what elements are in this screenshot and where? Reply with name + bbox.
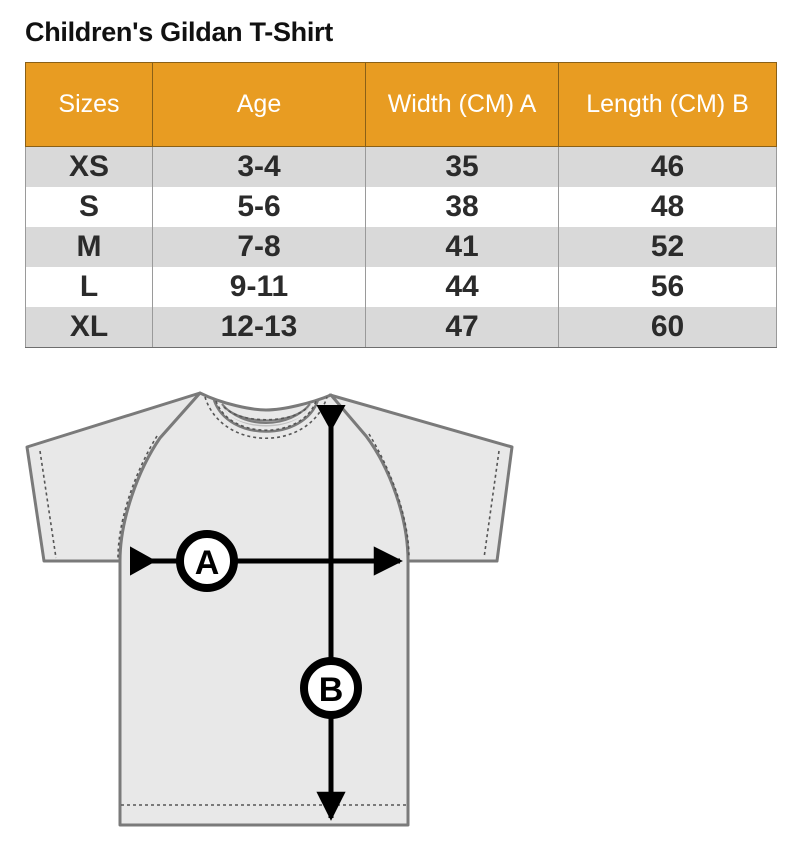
- table-row: L 9-11 44 56: [25, 267, 777, 307]
- length-marker-circle: [300, 657, 362, 719]
- right-sleeve-hem-stitch: [483, 450, 500, 559]
- collar-band: [212, 399, 320, 433]
- width-marker-label: A: [195, 544, 220, 582]
- collar-stitch-outer: [204, 396, 328, 439]
- tshirt-outline: [25, 391, 514, 827]
- table-header-row: Sizes Age Width (CM) A Length (CM) B: [25, 62, 777, 147]
- shirt-body: [118, 391, 410, 827]
- column-header-sizes: Sizes: [25, 62, 153, 147]
- tshirt-diagram: A B: [25, 391, 514, 827]
- table-row: XS 3-4 35 46: [25, 146, 777, 187]
- left-sleeve-hem-stitch: [39, 450, 57, 559]
- table-row: M 7-8 41 52: [25, 227, 777, 267]
- cell-size: M: [25, 227, 153, 267]
- cell-age: 9-11: [152, 267, 366, 307]
- cell-length: 48: [558, 187, 777, 227]
- collar-stitch-inner: [215, 400, 317, 431]
- cell-width: 44: [365, 267, 559, 307]
- length-measurement: B: [300, 405, 362, 821]
- cell-age: 3-4: [152, 146, 366, 187]
- cell-size: S: [25, 187, 153, 227]
- cell-age: 5-6: [152, 187, 366, 227]
- stitch-lines: [39, 396, 500, 806]
- cell-length: 52: [558, 227, 777, 267]
- left-armhole-stitch: [117, 435, 158, 559]
- cell-age: 12-13: [152, 307, 366, 348]
- cell-age: 7-8: [152, 227, 366, 267]
- column-header-length: Length (CM) B: [558, 62, 777, 147]
- cell-length: 46: [558, 146, 777, 187]
- cell-length: 56: [558, 267, 777, 307]
- right-armhole-stitch: [368, 433, 410, 559]
- width-measurement: A: [130, 530, 403, 592]
- cell-size: L: [25, 267, 153, 307]
- size-chart-table: Sizes Age Width (CM) A Length (CM) B XS …: [25, 62, 777, 348]
- cell-width: 47: [365, 307, 559, 348]
- cell-size: XL: [25, 307, 153, 348]
- table-row: XL 12-13 47 60: [25, 307, 777, 348]
- cell-length: 60: [558, 307, 777, 348]
- cell-width: 38: [365, 187, 559, 227]
- cell-width: 41: [365, 227, 559, 267]
- column-header-width: Width (CM) A: [365, 62, 559, 147]
- cell-width: 35: [365, 146, 559, 187]
- collar-stitch-top: [223, 406, 309, 421]
- width-marker-circle: [176, 530, 238, 592]
- table-row: S 5-6 38 48: [25, 187, 777, 227]
- cell-size: XS: [25, 146, 153, 187]
- page-title: Children's Gildan T-Shirt: [25, 17, 333, 47]
- column-header-age: Age: [152, 62, 366, 147]
- length-marker-label: B: [319, 671, 344, 709]
